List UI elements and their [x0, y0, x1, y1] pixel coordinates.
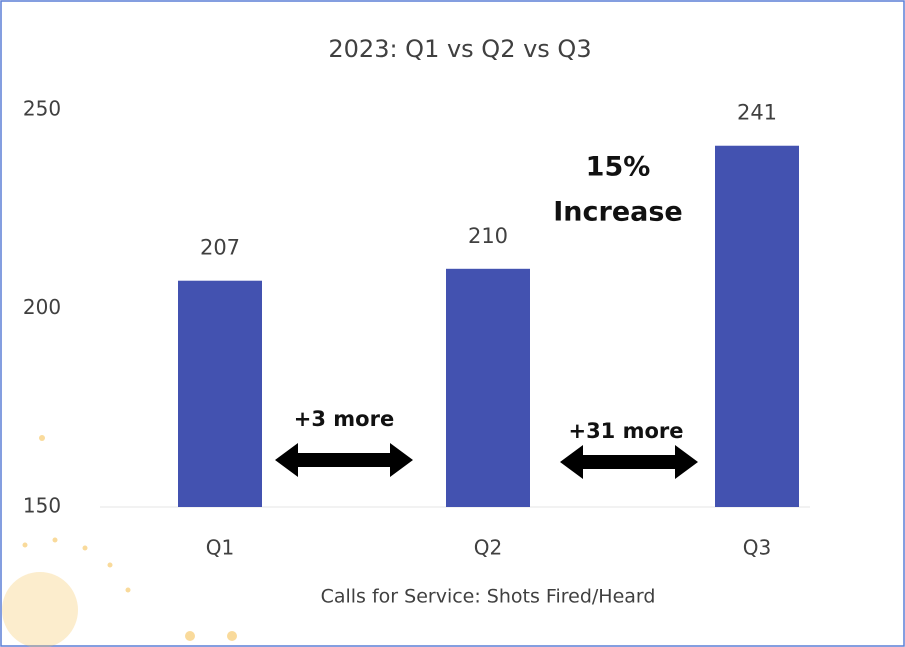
y-tick-label: 200 — [23, 295, 61, 319]
annotation: 15% — [586, 152, 651, 183]
bar — [715, 145, 799, 508]
x-tick-label: Q3 — [743, 536, 771, 560]
x-tick-label: Q1 — [206, 536, 234, 560]
y-tick-label: 150 — [23, 494, 61, 518]
x-tick-label: Q2 — [474, 536, 502, 560]
annotation: +3 more — [294, 407, 394, 431]
bar — [178, 280, 262, 507]
arrow — [560, 445, 698, 479]
chart-title: 2023: Q1 vs Q2 vs Q3 — [328, 35, 591, 63]
x-axis-label: Calls for Service: Shots Fired/Heard — [321, 586, 656, 608]
arrow — [275, 443, 413, 477]
value-label: 241 — [737, 101, 777, 125]
annotation: Increase — [553, 197, 683, 228]
value-label: 210 — [468, 224, 508, 248]
decoration — [2, 435, 237, 647]
y-tick-label: 250 — [23, 97, 61, 121]
value-label: 207 — [200, 236, 240, 260]
annotation: +31 more — [568, 419, 683, 443]
bar — [446, 268, 530, 507]
